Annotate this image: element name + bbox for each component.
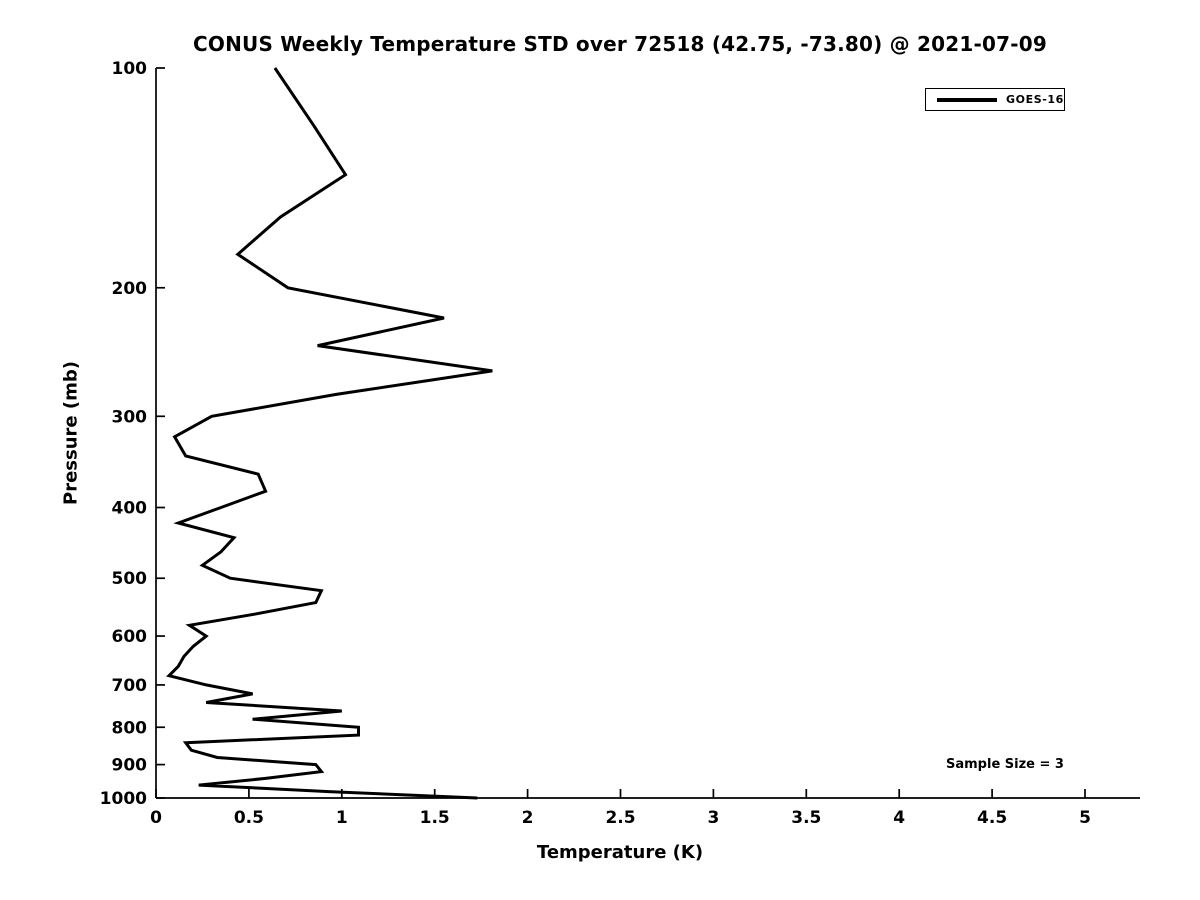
y-tick-label: 500 <box>112 569 148 589</box>
y-tick-label: 600 <box>112 627 148 647</box>
x-tick-label: 4 <box>893 808 905 828</box>
y-tick-label: 300 <box>112 407 148 427</box>
x-tick-label: 2.5 <box>605 808 635 828</box>
x-axis-title: Temperature (K) <box>536 842 704 863</box>
x-tick-label: 3 <box>707 808 719 828</box>
x-tick-label: 3.5 <box>791 808 821 828</box>
y-tick-label: 200 <box>112 279 148 299</box>
x-tick-label: 1.5 <box>420 808 450 828</box>
y-tick-label: 800 <box>112 718 148 738</box>
x-tick-label: 4.5 <box>977 808 1007 828</box>
legend-line-sample <box>937 97 997 102</box>
y-tick-label: 700 <box>112 676 148 696</box>
chart-title: CONUS Weekly Temperature STD over 72518 … <box>193 32 1047 56</box>
y-axis-title: Pressure (mb) <box>60 361 82 505</box>
y-tick-label: 900 <box>112 756 148 776</box>
y-tick-label: 1000 <box>100 789 147 809</box>
y-tick-label: 100 <box>112 59 148 79</box>
sample-size-annotation: Sample Size = 3 <box>946 757 1064 772</box>
x-tick-label: 1 <box>336 808 348 828</box>
x-tick-label: 0.5 <box>234 808 264 828</box>
y-tick-label: 400 <box>112 499 148 519</box>
x-tick-label: 0 <box>150 808 162 828</box>
legend-label: GOES-16 <box>1006 93 1064 106</box>
x-tick-label: 5 <box>1079 808 1091 828</box>
legend: GOES-16 <box>925 88 1065 111</box>
x-tick-label: 2 <box>522 808 534 828</box>
data-line-goes-16 <box>166 67 493 800</box>
